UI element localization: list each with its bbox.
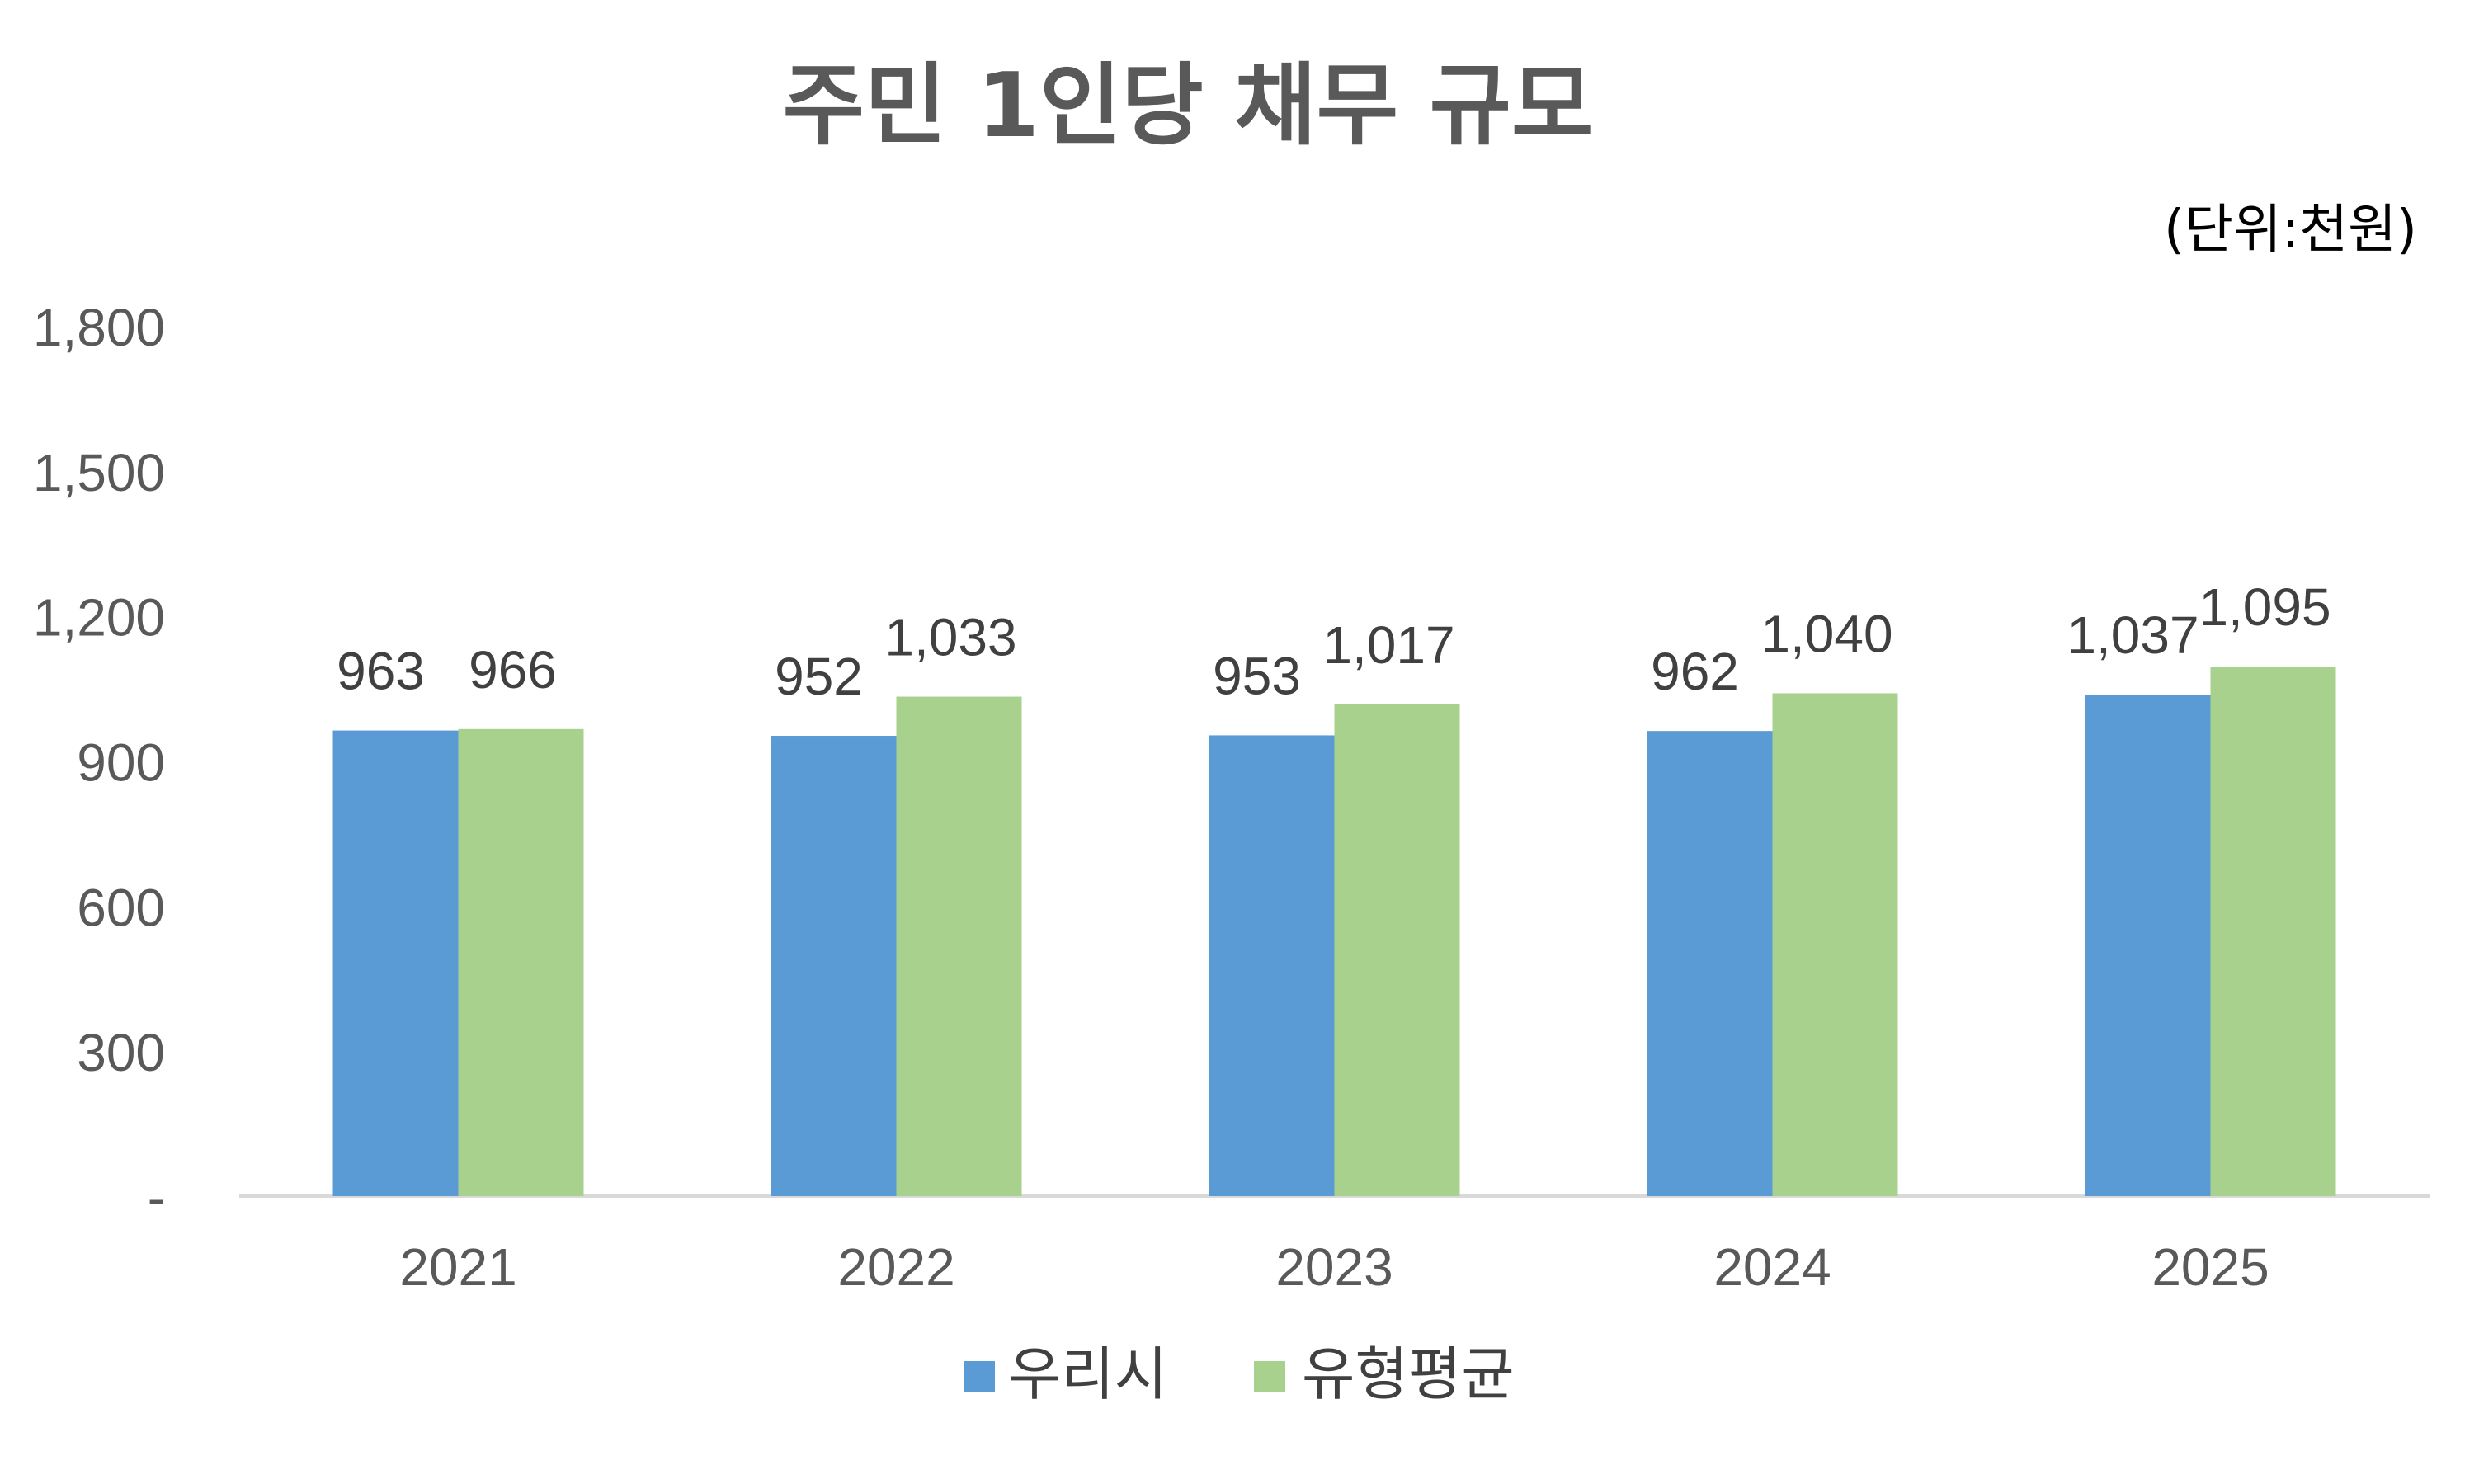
bar-type-average — [896, 696, 1022, 1196]
legend-label: 우리시 — [1008, 1340, 1167, 1408]
y-tick-label: 900 — [77, 733, 165, 793]
chart-title: 주민 1인당 채무 규모 — [783, 54, 1594, 158]
x-tick-label: 2021 — [399, 1237, 516, 1297]
data-label: 1,040 — [1760, 604, 1892, 663]
bar-type-average — [1772, 693, 1898, 1196]
y-tick-label: 600 — [77, 878, 165, 937]
bar-our-city — [2085, 695, 2211, 1196]
data-label: 953 — [1213, 646, 1301, 705]
data-labels: 963 966 952 1,033 953 1,017 962 1,040 1,037 1,095 — [337, 577, 2331, 706]
y-tick-label: 1,800 — [33, 298, 165, 357]
legend-swatch — [964, 1361, 995, 1392]
y-tick-label: 1,500 — [33, 443, 165, 502]
data-label: 1,033 — [884, 608, 1016, 667]
data-label: 962 — [1651, 642, 1739, 701]
x-tick-label: 2022 — [837, 1237, 954, 1297]
bar-type-average — [1334, 704, 1460, 1196]
x-tick-label: 2024 — [1713, 1237, 1831, 1297]
unit-note: (단위:천원) — [2164, 200, 2417, 261]
data-label: 966 — [469, 640, 557, 700]
data-label: 1,017 — [1322, 615, 1454, 675]
y-tick-label: - — [148, 1168, 165, 1227]
data-label: 963 — [337, 642, 425, 701]
legend: 우리시 유형평균 — [964, 1340, 1515, 1408]
bar-our-city — [771, 736, 897, 1196]
bar-our-city — [1647, 731, 1773, 1196]
legend-label: 유형평균 — [1302, 1340, 1515, 1408]
data-label: 1,095 — [2199, 577, 2331, 637]
bar-type-average — [2210, 667, 2336, 1196]
x-tick-label: 2025 — [2151, 1237, 2269, 1297]
data-label: 1,037 — [2067, 605, 2199, 665]
bar-our-city — [332, 730, 459, 1196]
bar-type-average — [458, 728, 584, 1196]
legend-swatch — [1254, 1361, 1285, 1392]
data-label: 952 — [775, 647, 863, 706]
y-tick-label: 300 — [77, 1023, 165, 1082]
y-tick-label: 1,200 — [33, 588, 165, 648]
x-tick-label: 2023 — [1275, 1237, 1393, 1297]
y-axis: - 300 600 900 1,200 1,500 1,800 — [33, 298, 165, 1227]
bar-our-city — [1209, 735, 1335, 1196]
bars — [332, 667, 2336, 1196]
